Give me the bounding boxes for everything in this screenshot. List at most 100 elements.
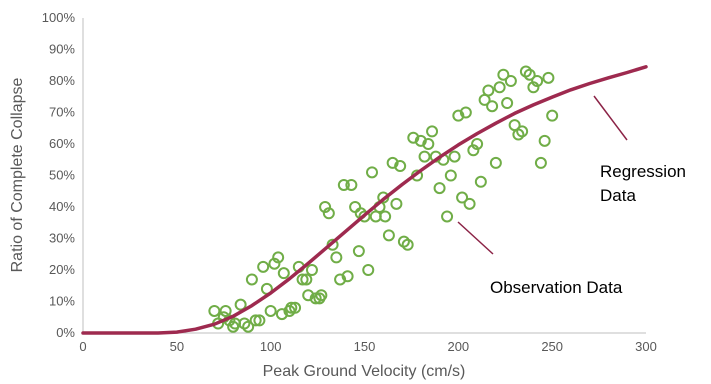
observation-point xyxy=(401,238,414,251)
observation-point xyxy=(459,106,472,119)
y-tick-label: 20% xyxy=(49,262,75,277)
annotation-observation: Observation Data xyxy=(490,278,623,297)
observation-point xyxy=(352,245,365,258)
observation-points xyxy=(208,65,559,333)
observation-point xyxy=(474,175,487,188)
observation-point xyxy=(245,273,258,286)
observation-point xyxy=(523,68,536,81)
y-tick-label: 100% xyxy=(42,10,76,25)
observation-point xyxy=(305,264,318,276)
observation-point xyxy=(345,178,358,191)
observation-point xyxy=(302,289,315,302)
observation-point xyxy=(349,201,362,213)
y-axis-label: Ratio of Complete Collapse xyxy=(9,78,26,273)
observation-point xyxy=(538,134,551,147)
x-tick-label: 300 xyxy=(635,339,657,354)
y-tick-label: 70% xyxy=(49,105,75,120)
observation-point xyxy=(242,320,255,333)
x-tick-label: 150 xyxy=(354,339,376,354)
observation-point xyxy=(426,125,439,138)
observation-point xyxy=(289,301,302,314)
observation-point xyxy=(471,138,484,150)
observation-point xyxy=(504,75,517,87)
y-axis-tick-labels: 0% 10% 20% 30% 40% 50% 60% 70% 80% 90% 100% xyxy=(42,10,76,340)
observation-point xyxy=(300,273,313,286)
y-tick-label: 50% xyxy=(49,168,75,183)
observation-point xyxy=(334,273,347,286)
observation-point xyxy=(407,131,420,144)
observation-point xyxy=(366,166,379,179)
observation-point xyxy=(257,260,270,273)
observation-point xyxy=(330,251,343,264)
observation-point xyxy=(444,169,457,182)
observation-point xyxy=(467,144,480,157)
x-tick-label: 0 xyxy=(79,339,86,354)
annotation-leaders xyxy=(457,95,628,255)
observation-point xyxy=(296,273,309,286)
observation-point xyxy=(315,289,328,302)
observation-point xyxy=(422,138,435,150)
x-axis-label: Peak Ground Velocity (cm/s) xyxy=(263,363,466,380)
observation-point xyxy=(456,191,469,204)
observation-point xyxy=(441,210,454,223)
x-tick-label: 50 xyxy=(170,339,184,354)
observation-point xyxy=(272,251,285,264)
observation-point xyxy=(527,81,540,94)
observation-point xyxy=(542,71,555,84)
observation-point xyxy=(208,304,221,317)
observation-point xyxy=(497,68,510,81)
observation-point xyxy=(486,100,499,113)
observation-point xyxy=(234,298,247,311)
observation-point xyxy=(319,201,332,213)
x-axis-tick-labels: 0 50 100 150 200 250 300 xyxy=(79,339,656,354)
y-tick-label: 90% xyxy=(49,42,75,57)
observation-point xyxy=(337,178,350,191)
observation-point xyxy=(264,304,277,317)
observation-point xyxy=(358,210,371,223)
observation-point xyxy=(379,210,392,223)
observation-point xyxy=(394,160,407,173)
observation-point xyxy=(463,197,476,210)
observation-point xyxy=(341,270,354,283)
y-tick-label: 40% xyxy=(49,199,75,214)
observation-point xyxy=(382,229,395,242)
x-tick-label: 200 xyxy=(447,339,469,354)
observation-point xyxy=(482,84,495,97)
observation-point xyxy=(249,314,262,327)
observation-point xyxy=(268,257,281,270)
observation-point xyxy=(253,314,266,327)
observation-point xyxy=(546,109,559,122)
observation-point xyxy=(414,134,427,147)
annotation-regression-line1: Regression xyxy=(600,162,686,181)
observation-point xyxy=(390,197,403,210)
observation-point xyxy=(489,156,502,169)
observation-point xyxy=(534,156,547,169)
regression-curve-group xyxy=(81,65,648,335)
observation-point xyxy=(452,109,465,122)
y-tick-label: 80% xyxy=(49,73,75,88)
observation-point xyxy=(322,207,335,220)
observation-point xyxy=(418,150,431,163)
observation-point xyxy=(433,182,446,195)
regression-curve xyxy=(81,65,648,335)
y-tick-label: 30% xyxy=(49,231,75,246)
x-tick-label: 250 xyxy=(541,339,563,354)
observation-point xyxy=(277,267,290,280)
observation-point xyxy=(362,264,375,276)
y-tick-label: 60% xyxy=(49,136,75,151)
observation-point xyxy=(501,97,514,110)
observation-point xyxy=(448,150,461,163)
y-tick-label: 0% xyxy=(56,325,75,340)
observation-point xyxy=(493,81,506,94)
observation-point xyxy=(531,75,544,87)
observation-point xyxy=(285,301,298,314)
annotation-regression-line2: Data xyxy=(600,186,636,205)
y-tick-label: 10% xyxy=(49,294,75,309)
regression-leader-line xyxy=(593,95,628,141)
observation-leader-line xyxy=(457,221,494,255)
observation-point xyxy=(386,156,399,169)
observation-point xyxy=(516,125,529,138)
observation-point xyxy=(275,308,288,321)
x-tick-label: 100 xyxy=(260,339,282,354)
